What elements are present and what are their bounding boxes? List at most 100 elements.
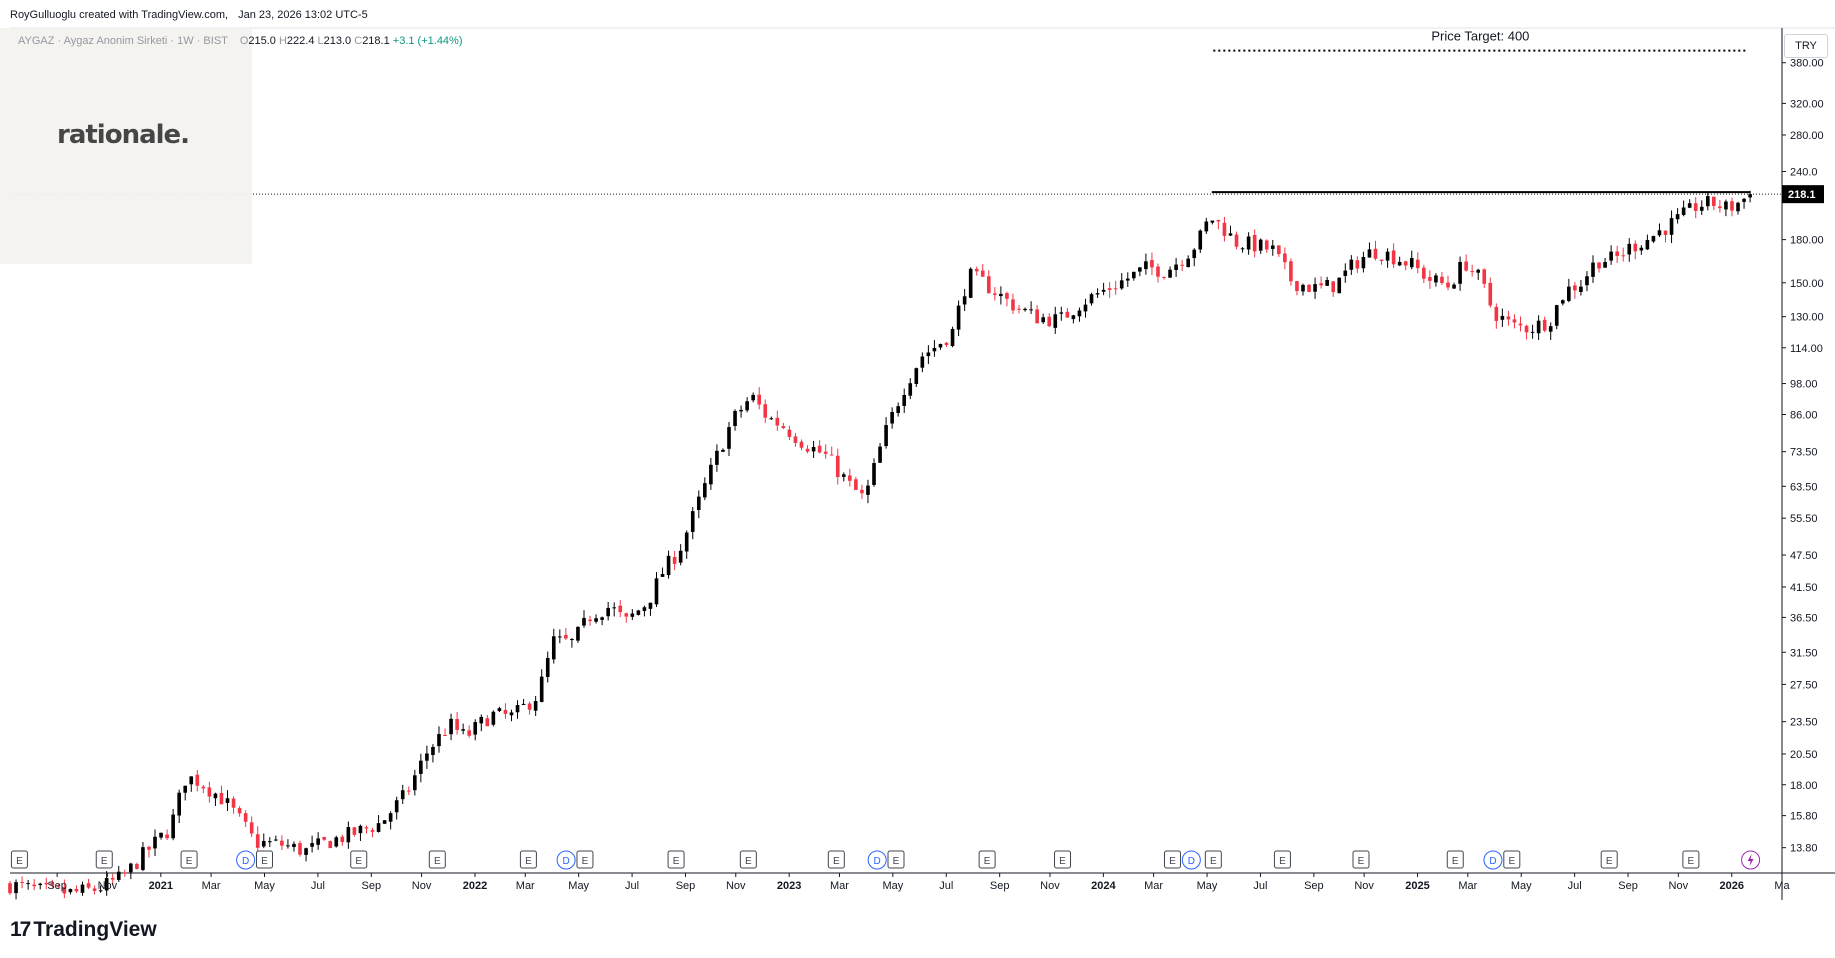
candle [1289,258,1293,286]
candle [68,888,73,895]
y-tick-label: 63.50 [1790,481,1818,493]
candle-body [745,401,749,411]
candle [473,719,478,741]
candle [153,829,157,857]
candle-body [86,883,91,888]
candle [207,781,212,803]
candle-body [666,555,671,576]
x-tick-label: Mar [516,880,535,892]
candle-body [394,800,399,813]
x-tick-label: Jul [1253,880,1267,892]
candle [1597,262,1601,273]
earnings-event-letter: E [833,856,840,867]
candle [678,544,683,566]
price-axis: 13.80 15.80 18.00 20.50 23.50 27.50 31.50 36.50… [1782,58,1824,855]
candle-body [920,356,925,368]
candle-body [1156,266,1160,277]
earnings-event-box [827,850,845,869]
candle-body [564,635,568,639]
candle [696,490,701,519]
candle-body [1258,239,1263,251]
candle [1663,230,1668,243]
candle [80,881,85,896]
earnings-event-icon: E [1163,850,1181,869]
candle [129,862,133,880]
candle-body [1349,259,1354,270]
candle [908,378,913,400]
candle-body [515,705,520,713]
candle-body [600,617,604,620]
y-tick-label: 31.50 [1790,647,1818,659]
candle-body [1252,234,1257,252]
candle [1174,258,1178,277]
candle [479,714,484,732]
y-tick-label: 380.00 [1790,58,1824,70]
dividend-event-letter: D [562,856,569,867]
candle [999,286,1003,305]
candle [745,397,749,413]
candle [310,835,314,853]
candle [974,266,979,276]
candle-body [1295,281,1299,292]
candle [926,345,931,365]
candle-body [1573,285,1577,291]
candle [1264,239,1269,253]
candle-body [159,832,163,838]
candle [841,472,846,482]
candle-body [974,268,979,272]
symbol-name: AYGAZ · Aygaz Anonim Sirketi · 1W · BIST [18,35,228,47]
candle-body [902,394,907,406]
candle-body [1035,309,1039,324]
candle [666,550,671,579]
annotations-layer: Price Target: 400 218.1 [10,29,1824,204]
candle-body [805,448,810,452]
earnings-event-box [350,850,368,869]
candle [1621,247,1626,262]
candle-body [1307,284,1311,292]
candle [739,405,743,418]
earnings-event-box [667,850,685,869]
candle [213,792,218,806]
candle [1724,199,1728,217]
candle [1397,256,1402,267]
candle [878,442,882,463]
candle [1071,314,1076,324]
dividend-event-letter: D [1489,856,1496,867]
candle-body [775,417,780,426]
x-tick-label: 2021 [149,880,173,892]
candle [225,790,230,812]
x-tick-label: Sep [362,880,382,892]
candle [1089,292,1094,306]
candle-body [1705,196,1710,207]
earnings-event-letter: E [1059,856,1066,867]
candle [848,468,852,487]
earnings-event-letter: E [1210,856,1217,867]
candle [787,425,792,441]
candle-body [1059,312,1064,314]
candle [1283,247,1287,270]
currency-button[interactable]: TRY [1784,34,1828,58]
candle [527,701,532,715]
candle [1712,196,1716,211]
candle-body [479,716,484,724]
candle-body [1041,317,1045,323]
candle [1349,255,1354,275]
candle [1524,324,1529,340]
candle-body [267,841,272,843]
candle-body [751,394,755,401]
candle-body [26,883,30,885]
dividend-event-icon: D [1483,850,1503,870]
candle [219,785,224,805]
candle [1101,282,1106,296]
candle-body [890,412,894,424]
candle-body [1234,234,1239,247]
candle-body [1192,249,1197,259]
earnings-event-letter: E [582,856,589,867]
candle [727,421,731,456]
candle [1252,229,1257,258]
candle-body [1699,206,1704,211]
candle [98,885,103,893]
tradingview-logo[interactable]: 17 TradingView [10,918,157,942]
candle [1512,314,1517,329]
